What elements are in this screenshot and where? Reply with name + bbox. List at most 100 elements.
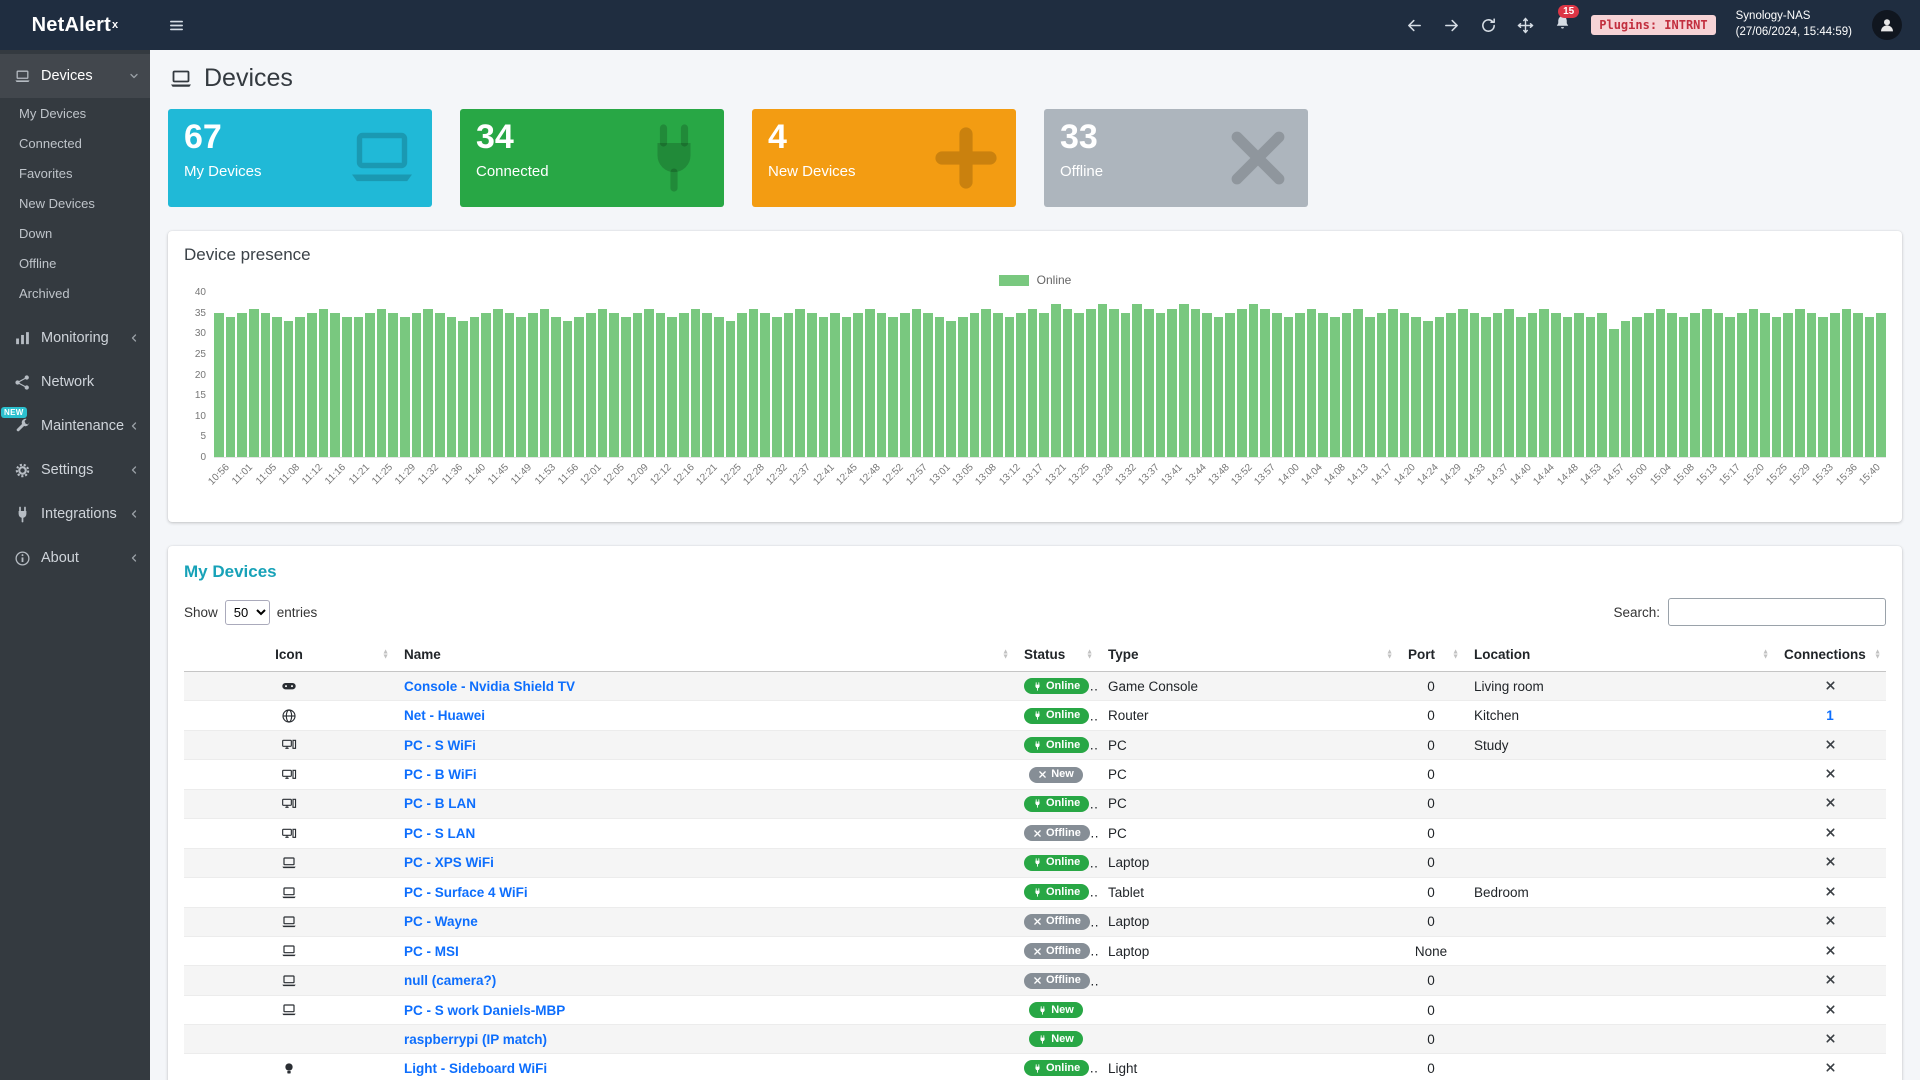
device-link[interactable]: Light - Sideboard WiFi — [404, 1060, 548, 1076]
device-connections-cell — [1774, 670, 1886, 701]
device-connections-cell — [1774, 847, 1886, 878]
device-link[interactable]: PC - B WiFi — [404, 767, 477, 783]
chart-bar — [1364, 316, 1375, 457]
chart-bar — [818, 316, 829, 457]
chart-bar — [679, 312, 689, 457]
page-title: Devices — [168, 64, 1902, 93]
sidebar-item-integrations[interactable]: Integrations — [0, 492, 150, 536]
device-link[interactable]: PC - MSI — [404, 943, 459, 959]
sidebar-item-about[interactable]: About — [0, 536, 150, 580]
chart-bar — [1167, 308, 1177, 457]
chart-bar — [911, 308, 922, 457]
forward-arrow-icon[interactable] — [1443, 17, 1460, 34]
chart-bar — [376, 308, 387, 457]
device-link[interactable]: PC - S WiFi — [404, 737, 476, 753]
sidebar-item-network[interactable]: Network — [0, 360, 150, 404]
chart-bar — [992, 312, 1003, 457]
sidebar-item-archived[interactable]: Archived — [19, 285, 70, 301]
no-connection-icon — [1825, 768, 1836, 779]
x-tick-label: 15:33 — [1810, 462, 1836, 488]
chart-bar — [772, 316, 782, 457]
chart-bar — [620, 316, 631, 457]
sidebar-item-new-devices[interactable]: New Devices — [19, 195, 95, 211]
column-header-type[interactable]: Type ▲ ▼ — [1098, 638, 1398, 672]
column-header-status[interactable]: Status ▲ ▼ — [1014, 638, 1098, 672]
device-link[interactable]: PC - B LAN — [404, 796, 476, 812]
x-tick-label: 12:28 — [741, 462, 767, 488]
summary-box-my-devices[interactable]: 67 My Devices — [168, 109, 432, 207]
back-arrow-icon[interactable] — [1406, 17, 1423, 34]
refresh-icon[interactable] — [1480, 17, 1497, 34]
laptop-icon — [346, 122, 418, 194]
plugins-status-badge[interactable]: Plugins: INTRNT — [1591, 15, 1716, 35]
x-tick-label: 15:36 — [1834, 462, 1860, 488]
hamburger-icon[interactable] — [168, 17, 185, 34]
chart-legend[interactable]: Online — [184, 273, 1886, 287]
x-tick-label: 14:53 — [1578, 462, 1604, 488]
device-link[interactable]: PC - Wayne — [404, 914, 478, 930]
sidebar-item-offline[interactable]: Offline — [19, 255, 57, 271]
summary-box-connected[interactable]: 34 Connected — [460, 109, 724, 207]
chart-bar — [1225, 312, 1235, 457]
column-header-connections[interactable]: Connections ▲ ▼ — [1774, 638, 1886, 672]
avatar[interactable] — [1872, 10, 1902, 40]
no-connection-icon — [1825, 945, 1836, 956]
device-link[interactable]: PC - Surface 4 WiFi — [404, 884, 528, 900]
column-header-icon[interactable]: Icon ▲ ▼ — [184, 638, 394, 672]
chart-bar — [539, 308, 550, 457]
x-tick-label: 11:08 — [276, 462, 302, 487]
sidebar-item-down[interactable]: Down — [19, 225, 53, 241]
sidebar-item-devices[interactable]: Devices — [0, 54, 150, 98]
summary-box-offline[interactable]: 33 Offline — [1044, 109, 1308, 207]
x-tick-label: 11:05 — [253, 462, 279, 487]
device-link[interactable]: PC - XPS WiFi — [404, 855, 494, 871]
x-tick-label: 15:25 — [1764, 462, 1790, 488]
column-header-location[interactable]: Location ▲ ▼ — [1464, 638, 1774, 672]
connections-link[interactable]: 1 — [1826, 708, 1834, 724]
move-icon[interactable] — [1517, 17, 1534, 34]
device-link[interactable]: raspberrypi (IP match) — [404, 1031, 548, 1047]
chart-bar — [1771, 316, 1782, 457]
chart-bar — [1818, 316, 1828, 457]
brand-logo[interactable]: NetAlert x — [0, 0, 150, 50]
search-input[interactable] — [1668, 598, 1886, 626]
device-link[interactable]: Console - Nvidia Shield TV — [404, 678, 576, 694]
notifications-button[interactable]: 15 — [1554, 5, 1580, 36]
status-badge: New — [1029, 1031, 1083, 1048]
summary-box-new-devices[interactable]: 4 New Devices — [752, 109, 1016, 207]
chart-bar — [423, 308, 433, 457]
column-header-port[interactable]: Port ▲ ▼ — [1398, 638, 1464, 672]
x-tick-label: 13:17 — [1020, 462, 1046, 488]
sidebar-item-label: Devices — [41, 68, 93, 84]
device-link[interactable]: null (camera?) — [404, 973, 497, 989]
sidebar-item-my-devices[interactable]: My Devices — [19, 105, 87, 121]
x-tick-label: 12:16 — [671, 462, 697, 488]
chart-bar — [388, 312, 398, 457]
chart-bar — [1690, 312, 1700, 457]
device-link[interactable]: PC - S LAN — [404, 825, 476, 841]
chart-bar — [1597, 312, 1607, 457]
chart-bar — [1039, 312, 1049, 457]
devices-card-title[interactable]: My Devices — [184, 562, 277, 581]
presence-chart: 0 5 10 15 20 25 30 35 40 — [184, 288, 1886, 463]
sidebar-item-settings[interactable]: Settings — [0, 448, 150, 492]
chart-bar — [1667, 312, 1677, 457]
x-tick-label: 13:08 — [973, 462, 999, 488]
no-connection-icon — [1825, 680, 1836, 691]
chart-bar — [1516, 316, 1526, 457]
device-row: PC - Wayne Offline Laptop 0 — [184, 906, 1886, 937]
device-link[interactable]: Net - Huawei — [404, 708, 486, 724]
device-link[interactable]: PC - S work Daniels-MBP — [404, 1002, 566, 1018]
sidebar-item-maintenance[interactable]: NEW Maintenance — [0, 404, 150, 448]
device-type-cell: Laptop — [1098, 935, 1398, 966]
sidebar-item-favorites[interactable]: Favorites — [19, 165, 73, 181]
sidebar-item-connected[interactable]: Connected — [19, 135, 82, 151]
column-header-name[interactable]: Name ▲ ▼ — [394, 638, 1014, 672]
entries-select[interactable]: 50 — [224, 599, 270, 625]
laptop-icon — [280, 973, 298, 989]
sidebar-item-monitoring[interactable]: Monitoring — [0, 316, 150, 360]
x-tick-label: 15:17 — [1717, 462, 1743, 488]
y-tick-label: 5 — [200, 431, 206, 443]
x-tick-label: 15:04 — [1648, 462, 1674, 488]
no-connection-icon — [1825, 886, 1836, 897]
